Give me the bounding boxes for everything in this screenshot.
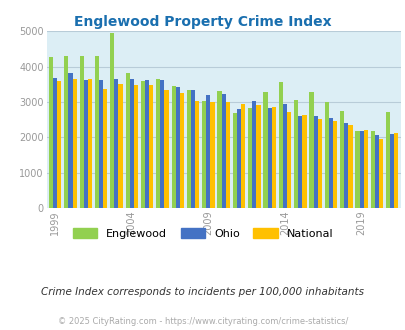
Bar [110,33,114,208]
Text: Crime Index corresponds to incidents per 100,000 inhabitants: Crime Index corresponds to incidents per… [41,287,364,297]
Bar [195,101,199,208]
Bar [378,139,382,208]
Bar [118,84,122,208]
Bar [267,108,271,208]
Bar [298,116,302,208]
Bar [53,78,57,208]
Bar [171,86,175,208]
Bar [370,131,374,208]
Bar [114,80,118,208]
Bar [354,131,359,208]
Bar [129,80,134,208]
Bar [145,80,149,208]
Bar [302,115,306,208]
Bar [221,94,225,208]
Bar [393,133,398,208]
Bar [72,79,77,208]
Bar [374,135,378,208]
Bar [186,90,190,208]
Bar [141,81,145,208]
Bar [347,124,352,208]
Bar [332,121,337,208]
Bar [286,112,290,208]
Bar [317,119,321,208]
Text: © 2025 CityRating.com - https://www.cityrating.com/crime-statistics/: © 2025 CityRating.com - https://www.city… [58,317,347,326]
Bar [328,117,332,208]
Bar [202,101,206,208]
Bar [313,116,317,208]
Bar [293,100,298,208]
Bar [263,92,267,208]
Bar [278,82,282,208]
Bar [164,90,168,208]
Bar [217,91,221,208]
Bar [282,104,286,208]
Bar [175,87,179,208]
Bar [179,93,183,208]
Legend: Englewood, Ohio, National: Englewood, Ohio, National [68,224,337,244]
Bar [49,57,53,208]
Bar [389,134,393,208]
Bar [256,105,260,208]
Bar [241,104,245,208]
Bar [68,73,72,208]
Bar [103,89,107,208]
Bar [271,107,275,208]
Text: Englewood Property Crime Index: Englewood Property Crime Index [74,15,331,29]
Bar [95,56,99,208]
Bar [363,130,367,208]
Bar [156,80,160,208]
Bar [343,123,347,208]
Bar [309,92,313,208]
Bar [232,113,237,208]
Bar [149,85,153,208]
Bar [125,73,129,208]
Bar [134,85,138,208]
Bar [225,102,229,208]
Bar [237,109,241,208]
Bar [210,102,214,208]
Bar [206,95,210,208]
Bar [359,131,363,208]
Bar [57,81,61,208]
Bar [247,108,252,208]
Bar [87,80,92,208]
Bar [64,56,68,208]
Bar [83,80,87,208]
Bar [385,112,389,208]
Bar [339,111,343,208]
Bar [160,80,164,208]
Bar [79,56,83,208]
Bar [324,102,328,208]
Bar [99,80,103,208]
Bar [252,101,256,208]
Bar [190,90,195,208]
